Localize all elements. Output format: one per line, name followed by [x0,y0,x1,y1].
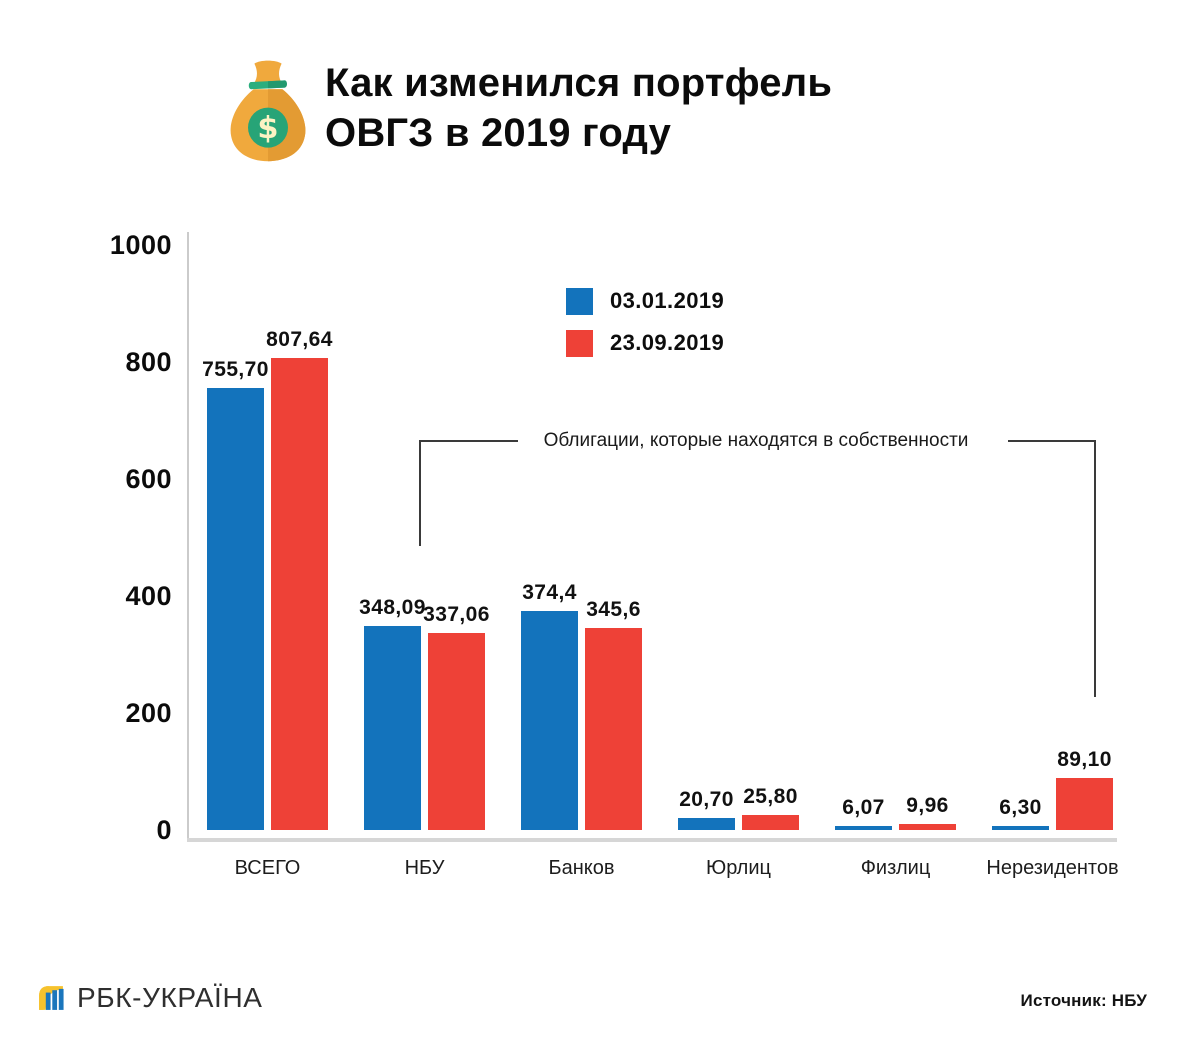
x-axis-category-label: НБУ [404,857,445,879]
bar-blue-Банков [521,611,578,830]
bar-value-label: 755,70 [202,358,269,381]
bar-value-label: 9,96 [906,794,949,817]
bag-neck [252,60,284,86]
bar-blue-Нерезидентов [992,826,1049,830]
brand-name: РБК-УКРАЇНА [77,982,263,1013]
y-axis-tick-label: 1000 [109,230,172,260]
y-axis-line [187,232,189,838]
bar-value-label: 25,80 [743,785,798,808]
x-axis-category-label: Юрлиц [706,857,771,879]
bar-red-Нерезидентов [1056,778,1113,830]
bag-tie-shade [268,80,287,89]
bar-value-label: 6,07 [842,796,885,819]
annotation-label: Облигации, которые находятся в собственн… [543,430,969,451]
chart-legend: 03.01.2019 23.09.2019 [566,287,724,371]
x-axis-category-label: ВСЕГО [234,857,301,879]
bar-red-Банков [585,628,642,830]
bar-value-label: 20,70 [679,788,734,811]
page-title: Как изменился портфель ОВГЗ в 2019 году [325,58,832,158]
money-bag-icon: $ [230,60,306,162]
bar-blue-ВСЕГО [207,388,264,830]
annotation-bracket-right-horizontal [1008,440,1096,442]
bar-value-label: 337,06 [423,603,490,626]
dollar-sign: $ [257,111,278,146]
bar-red-Юрлиц [742,815,799,830]
legend-item-series-1: 03.01.2019 [566,287,724,315]
annotation-bracket-left-horizontal [419,440,518,442]
dollar-circle [248,107,288,148]
legend-label-series-2: 23.09.2019 [610,330,725,355]
bar-blue-Юрлиц [678,818,735,830]
y-axis-tick-label: 400 [125,581,172,611]
y-axis-tick-label: 800 [125,347,172,377]
bar-value-label: 6,30 [999,796,1042,819]
rbc-ukraine-logo-icon [39,986,64,1010]
bar-red-Физлиц [899,824,956,830]
bar-blue-НБУ [364,626,421,830]
bar-value-label: 374,4 [522,581,577,604]
footer-brand: РБК-УКРАЇНА [38,982,263,1014]
bar-value-label: 345,6 [586,598,641,621]
annotation-bracket-left-vertical [419,440,421,546]
x-axis-category-label: Банков [548,857,615,879]
legend-swatch-red [566,329,593,357]
bar-value-label: 348,09 [359,596,426,619]
y-axis-tick-label: 600 [125,464,172,494]
legend-label-series-1: 03.01.2019 [610,288,725,313]
x-axis-category-label: Нерезидентов [986,857,1119,879]
bar-blue-Физлиц [835,826,892,830]
annotation-bracket-right-vertical [1094,440,1096,697]
bar-red-ВСЕГО [271,358,328,830]
bar-red-НБУ [428,633,485,830]
y-axis-tick-label: 200 [125,698,172,728]
x-axis-line [187,838,1117,842]
bar-value-label: 89,10 [1057,748,1112,771]
page-title-line-1: Как изменился портфель [325,61,833,105]
x-axis-category-label: Физлиц [860,857,931,879]
y-axis-tick-label: 0 [156,815,172,845]
source-label: Источник: НБУ [1020,991,1147,1010]
page-title-line-2: ОВГЗ в 2019 году [325,111,672,155]
legend-item-series-2: 23.09.2019 [566,329,724,357]
legend-swatch-blue [566,287,593,315]
bar-value-label: 807,64 [266,328,333,351]
